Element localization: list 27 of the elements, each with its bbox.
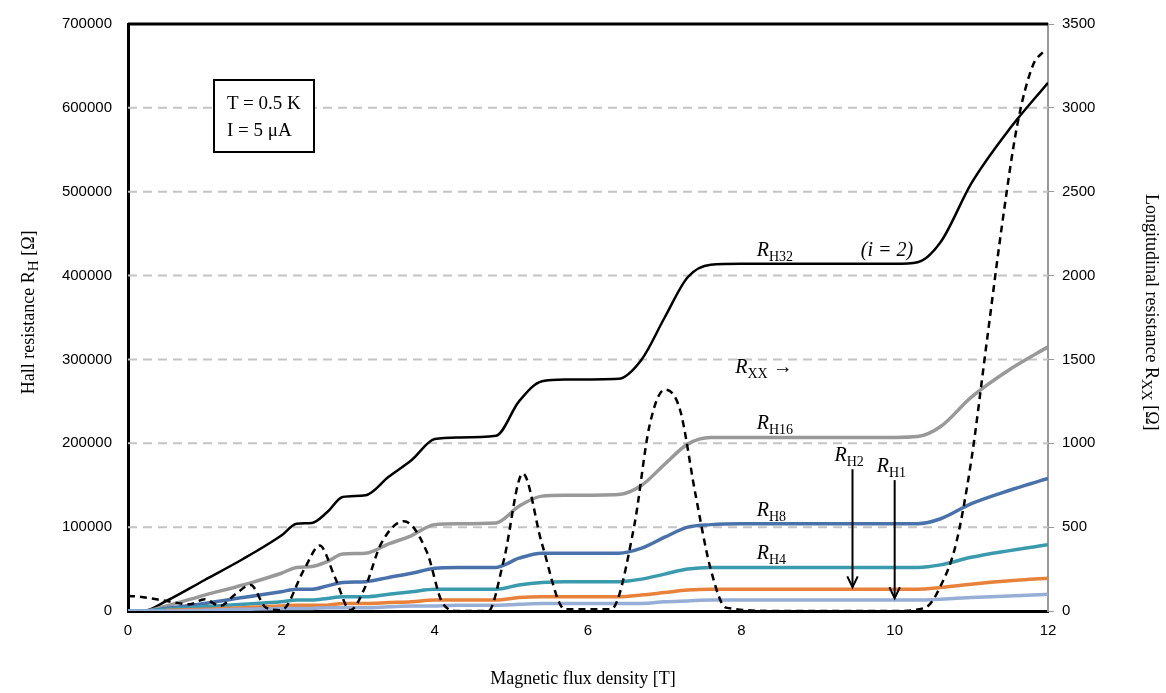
x-tick-label: 2 xyxy=(277,621,286,639)
x-tick-label: 0 xyxy=(123,621,133,639)
y-tick-label: 400000 xyxy=(61,265,112,283)
annotation: T = 0.5 K xyxy=(227,91,301,115)
y-tick-label: 300000 xyxy=(61,349,112,367)
y2-tick-label: 1500 xyxy=(1062,349,1096,367)
y2-tick-label: 3500 xyxy=(1062,14,1096,32)
y2-tick-label: 0 xyxy=(1062,601,1071,619)
y-tick-label: 200000 xyxy=(61,433,112,451)
x-tick-label: 8 xyxy=(737,621,746,639)
y2-tick-label: 500 xyxy=(1062,517,1088,535)
x-tick-label: 12 xyxy=(1039,621,1057,639)
x-axis-title: Magnetic flux density [T] xyxy=(489,668,677,689)
x-tick-label: 4 xyxy=(430,621,439,639)
annotation: I = 5 μA xyxy=(227,118,293,142)
y-tick-label: 100000 xyxy=(61,517,112,535)
y-tick-label: 600000 xyxy=(61,98,112,115)
y2-tick-label: 3000 xyxy=(1062,98,1096,115)
y-tick-label: 700000 xyxy=(61,14,112,32)
y2-tick-label: 2500 xyxy=(1062,181,1096,199)
x-tick-label: 10 xyxy=(886,621,904,639)
y-tick-label: 500000 xyxy=(61,181,112,199)
y2-tick-label: 2000 xyxy=(1062,265,1096,283)
annotation: (i = 2) xyxy=(860,237,914,261)
x-tick-label: 6 xyxy=(583,621,593,639)
y2-tick-label: 1000 xyxy=(1062,433,1096,451)
y-tick-label: 0 xyxy=(103,601,112,619)
